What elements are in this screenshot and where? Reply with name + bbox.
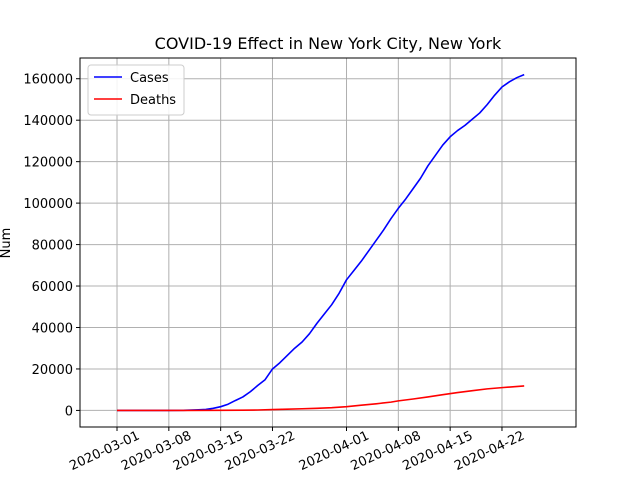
- y-tick-label: 60000: [32, 280, 73, 295]
- series-line-deaths: [117, 385, 525, 412]
- legend: Cases Deaths: [87, 64, 185, 116]
- legend-label-deaths: Deaths: [130, 93, 176, 108]
- y-tick-label: 40000: [32, 321, 73, 336]
- y-tick-label: 20000: [32, 363, 73, 378]
- y-tick-label: 80000: [32, 239, 73, 254]
- y-tick-label: 120000: [23, 156, 73, 171]
- series-layer: [117, 73, 525, 412]
- y-tick-label: 0: [65, 404, 73, 419]
- legend-label-cases: Cases: [130, 71, 169, 86]
- y-tick-label: 100000: [23, 197, 73, 212]
- y-axis-title: Num: [0, 228, 14, 259]
- plot-frame: [79, 57, 577, 428]
- chart-title: COVID-19 Effect in New York City, New Yo…: [155, 34, 502, 53]
- series-line-cases: [117, 73, 525, 412]
- y-tick-label: 140000: [23, 114, 73, 129]
- y-tick-label: 160000: [23, 73, 73, 88]
- y-axis: 0 20000 40000 60000 80000 100000 120000 140000 1…: [23, 73, 80, 419]
